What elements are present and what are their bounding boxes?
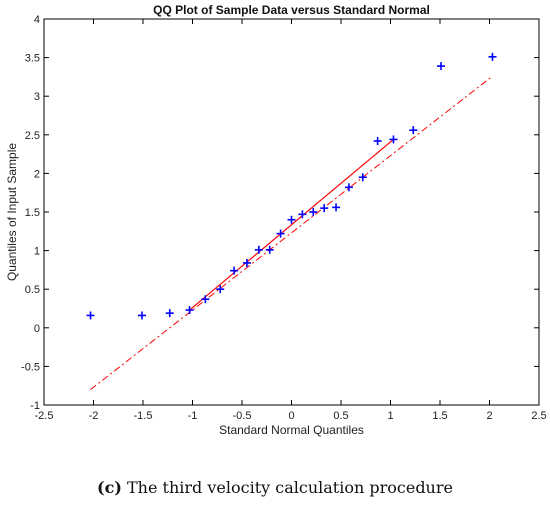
data-points [86, 52, 497, 320]
x-tick-label: -1 [188, 410, 198, 422]
x-tick-label: -2 [89, 410, 99, 422]
data-point [230, 266, 239, 275]
y-tick-label: 2 [34, 168, 40, 180]
reference-line-solid [189, 138, 394, 311]
y-tick-label: -0.5 [21, 361, 40, 373]
x-tick-label: 1 [387, 410, 393, 422]
data-point [165, 309, 174, 318]
y-tick-labels: -1 -0.5 0 0.5 1 1.5 2 2.5 3 3.5 4 [21, 14, 40, 412]
x-tick-label: 2.5 [531, 410, 546, 422]
data-point [201, 295, 210, 304]
data-point [138, 311, 147, 320]
axis-ticks [43, 18, 540, 406]
x-axis-title: Standard Normal Quantiles [219, 423, 364, 437]
data-point [309, 208, 318, 216]
data-point [488, 52, 497, 61]
data-point [344, 183, 353, 192]
data-point [373, 136, 382, 145]
y-tick-label: 2.5 [25, 130, 40, 142]
x-tick-label: 0.5 [333, 410, 348, 422]
reference-line [90, 75, 493, 390]
plot-area-box [43, 18, 540, 406]
data-point [254, 245, 263, 254]
y-axis-title: Quantiles of Input Sample [5, 143, 19, 281]
y-tick-label: 0.5 [25, 284, 40, 296]
y-tick-label: 1.5 [25, 207, 40, 219]
reference-line-dashdot [90, 75, 493, 390]
data-point [389, 135, 398, 144]
qq-plot-figure: QQ Plot of Sample Data versus Standard N… [5, 3, 547, 437]
x-tick-label: -2.5 [35, 410, 54, 422]
data-point [185, 306, 194, 315]
data-point [242, 258, 251, 267]
data-point [287, 215, 296, 224]
data-point [358, 173, 367, 182]
y-tick-label: -1 [30, 400, 40, 412]
x-tick-labels: -2.5 -2 -1.5 -1 -0.5 0 0.5 1 1.5 2 2.5 [35, 410, 547, 422]
qq-plot-chart: QQ Plot of Sample Data versus Standard N… [5, 3, 547, 437]
y-tick-label: 0 [34, 323, 40, 335]
data-point [320, 204, 329, 213]
figure-caption: (c) The third velocity calculation proce… [0, 478, 550, 497]
data-point [86, 311, 95, 320]
data-point [332, 203, 341, 212]
data-point [276, 229, 285, 238]
chart-title: QQ Plot of Sample Data versus Standard N… [153, 3, 430, 17]
x-tick-label: 0 [288, 410, 294, 422]
data-point [409, 126, 418, 135]
data-point [436, 62, 445, 71]
y-tick-label: 3 [34, 91, 40, 103]
caption-text: The third velocity calculation procedure [127, 478, 453, 497]
data-point [265, 245, 274, 254]
y-tick-label: 4 [34, 14, 40, 26]
caption-label: (c) [97, 478, 122, 497]
data-point [298, 210, 307, 219]
y-tick-label: 3.5 [25, 53, 40, 65]
x-tick-label: 2 [486, 410, 492, 422]
x-tick-label: -1.5 [134, 410, 153, 422]
data-point [216, 285, 225, 294]
y-tick-label: 1 [34, 246, 40, 258]
x-tick-label: 1.5 [432, 410, 447, 422]
x-tick-label: -0.5 [233, 410, 252, 422]
